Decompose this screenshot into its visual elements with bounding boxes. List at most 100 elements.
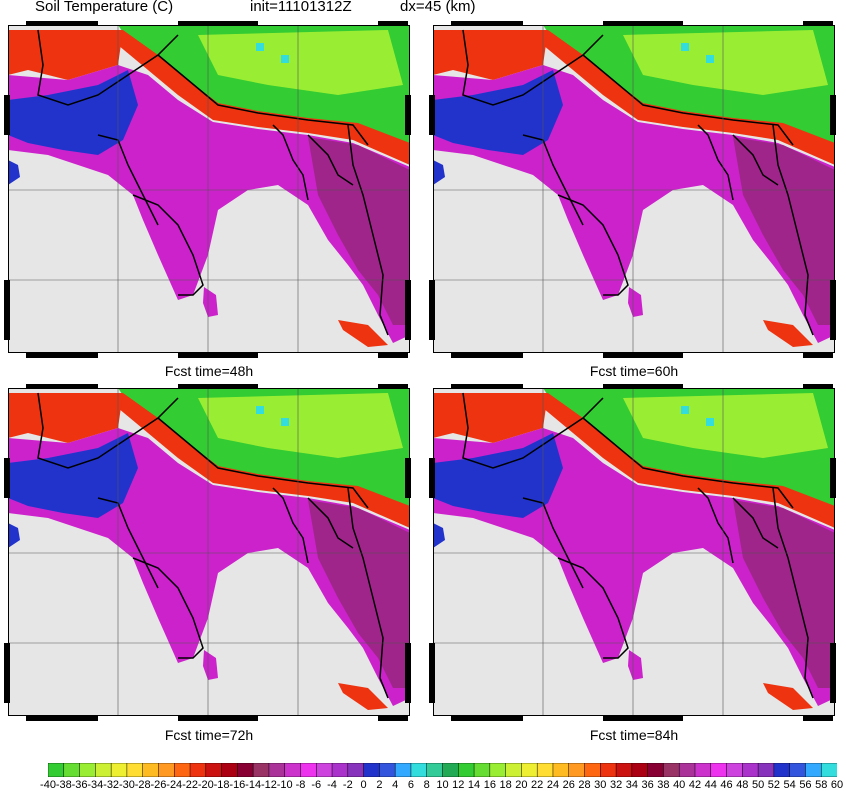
- colorbar-tick-label: -4: [327, 779, 337, 791]
- country-border: [697, 487, 734, 564]
- country-border: [347, 124, 389, 336]
- colorbar-swatch: [205, 763, 223, 777]
- colorbar-swatch: [394, 763, 412, 777]
- colorbar-swatch: [316, 763, 333, 777]
- colorbar-tick-label: -32: [103, 779, 120, 791]
- country-border: [132, 557, 204, 659]
- country-border: [97, 497, 159, 589]
- colorbar-swatch: [458, 763, 475, 777]
- country-border: [157, 54, 369, 146]
- country-border: [732, 497, 779, 549]
- frame-tick: [603, 21, 683, 25]
- sri-lanka: [203, 287, 218, 317]
- figure-title: Soil Temperature (C): [35, 0, 174, 15]
- colorbar-tick-label: -8: [295, 779, 306, 791]
- colorbar-tick-label: 30: [594, 779, 607, 791]
- colorbar-tick-label: 26: [562, 779, 575, 791]
- map-frame: [433, 388, 835, 716]
- colorbar-swatch: [552, 763, 570, 777]
- colorbar-swatch: [426, 763, 444, 777]
- colorbar-swatch: [268, 763, 286, 777]
- frame-tick: [178, 716, 258, 721]
- map-panel-3: [4, 384, 411, 721]
- colorbar-tick-label: -24: [166, 779, 183, 791]
- frame-tick: [830, 95, 836, 135]
- colorbar-swatch: [568, 763, 586, 777]
- lake-marker: [281, 55, 289, 63]
- colorbar-tick-label: -22: [182, 779, 198, 791]
- figure-header: Soil Temperature (C) init=11101312Z dx=4…: [0, 0, 846, 18]
- west-cold-region: [8, 70, 138, 155]
- colorbar-swatch: [63, 763, 81, 777]
- colorbar-swatch: [363, 763, 381, 777]
- colorbar-swatch: [805, 763, 822, 777]
- colorbar-swatch: [48, 763, 65, 777]
- colorbar-swatch: [158, 763, 175, 777]
- colorbar-tick-label: 18: [499, 779, 512, 791]
- colorbar-swatch: [710, 763, 728, 777]
- frame-tick: [429, 95, 435, 135]
- colorbar-tick-label: 32: [609, 779, 623, 791]
- country-border: [307, 134, 354, 186]
- country-border: [97, 134, 159, 226]
- colorbar-tick-label: -10: [276, 779, 293, 791]
- country-border: [37, 29, 179, 106]
- frame-tick: [405, 280, 411, 340]
- colorbar-tick-label: -6: [311, 779, 322, 791]
- country-border: [347, 487, 389, 699]
- west-edge-blob: [433, 160, 445, 185]
- colorbar-tick-label: 34: [625, 779, 638, 791]
- map-frame: [8, 388, 410, 716]
- frame-tick: [26, 384, 98, 388]
- lake-marker: [706, 55, 714, 63]
- map-panel-2: [429, 21, 836, 358]
- colorbar-swatch: [742, 763, 759, 777]
- map-2: [429, 21, 836, 358]
- colorbar-tick-label: -2: [342, 779, 353, 791]
- frame-tick: [178, 21, 258, 25]
- colorbar-tick-label: 8: [423, 779, 430, 791]
- colorbar-tick-label: 50: [751, 779, 765, 791]
- colorbar-swatch: [300, 763, 318, 777]
- frame-tick: [4, 280, 10, 340]
- country-border: [272, 487, 309, 564]
- map-1: [4, 21, 411, 358]
- colorbar-swatch: [95, 763, 112, 777]
- colorbar-swatch: [410, 763, 428, 777]
- grid-spacing: dx=45 (km): [400, 0, 476, 15]
- colorbar-swatch: [726, 763, 744, 777]
- colorbar-swatch: [473, 763, 491, 777]
- colorbar-tick-label: -18: [213, 779, 230, 791]
- colorbar-swatch: [252, 763, 270, 777]
- colorbar-swatch: [189, 763, 207, 777]
- fcst-label-84h: Fcst time=84h: [589, 727, 679, 743]
- country-border: [772, 487, 814, 699]
- frame-tick: [803, 384, 833, 388]
- sri-lanka: [628, 650, 643, 680]
- colorbar-tick-label: -30: [118, 779, 135, 791]
- colorbar-tick-label: -14: [245, 779, 262, 791]
- colorbar-swatch: [221, 763, 239, 777]
- lake-marker: [256, 43, 264, 51]
- lake-marker: [256, 406, 264, 414]
- frame-tick: [26, 353, 98, 358]
- frame-tick: [803, 716, 833, 721]
- country-border: [132, 194, 204, 296]
- colorbar-tick-label: 40: [673, 779, 686, 791]
- frame-tick: [803, 353, 833, 358]
- colorbar-tick-label: 6: [407, 779, 414, 791]
- fcst-label-72h: Fcst time=72h: [164, 727, 254, 743]
- frame-tick: [178, 384, 258, 388]
- colorbar-tick-label: 36: [641, 779, 654, 791]
- colorbar-tick-label: -28: [134, 779, 151, 791]
- colorbar-swatch: [79, 763, 97, 777]
- colorbar-tick-label: 42: [688, 779, 702, 791]
- frame-tick: [378, 716, 408, 721]
- country-border: [557, 194, 629, 296]
- colorbar-swatch: [773, 763, 791, 777]
- west-edge-blob: [8, 160, 20, 185]
- colorbar-swatch: [615, 763, 633, 777]
- colorbar-swatch: [110, 763, 128, 777]
- sumatra-tip: [338, 320, 388, 347]
- country-border: [157, 417, 369, 509]
